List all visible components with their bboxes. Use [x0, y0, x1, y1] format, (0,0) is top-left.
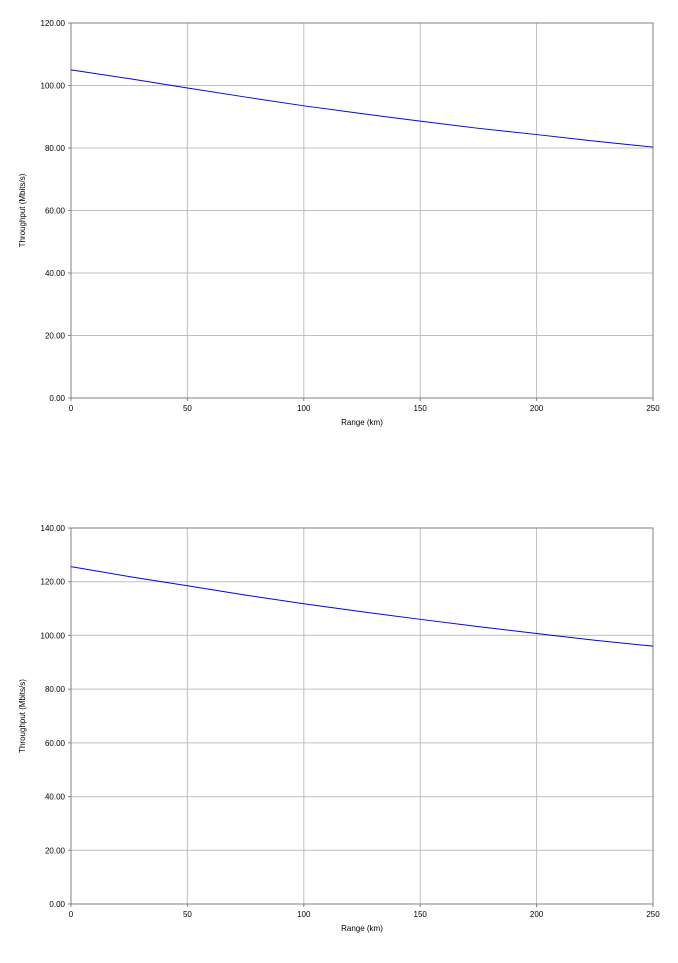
y-tick-label: 20.00	[45, 332, 66, 341]
y-axis-label: Throughput (Mbits/s)	[18, 679, 27, 753]
y-tick-label: 120.00	[41, 19, 66, 28]
x-tick-label: 200	[530, 910, 544, 919]
chart-bottom: 0 50 100 150 200 250 0.00 20.00 40.00 60.00 80.00 1…	[18, 524, 660, 933]
y-tick-label: 100.00	[41, 82, 66, 91]
chart-top: 0 50 100 150 200 250 0.00 20.00 40.00 60.00 80.00 1…	[18, 19, 660, 427]
y-tick-label: 0.00	[49, 900, 65, 909]
x-tick-label: 50	[183, 910, 192, 919]
series-line	[70, 566, 654, 647]
y-tick-label: 80.00	[45, 685, 66, 694]
y-axis-label: Throughput (Mbits/s)	[18, 173, 27, 247]
y-tick-label: 60.00	[45, 207, 66, 216]
y-tick-label: 120.00	[41, 578, 66, 587]
plot-area	[71, 528, 653, 904]
y-tick-label: 40.00	[45, 793, 66, 802]
y-tick-label: 60.00	[45, 739, 66, 748]
x-tick-label: 250	[646, 910, 660, 919]
x-tick-label: 50	[183, 404, 192, 413]
x-tick-label: 100	[297, 404, 311, 413]
x-tick-label: 100	[297, 910, 311, 919]
y-tick-label: 80.00	[45, 144, 66, 153]
x-tick-label: 250	[646, 404, 660, 413]
y-tick-label: 140.00	[41, 524, 66, 533]
x-tick-label: 150	[414, 910, 428, 919]
y-tick-label: 100.00	[41, 631, 66, 640]
x-tick-label: 150	[414, 404, 428, 413]
plot-border	[70, 22, 654, 399]
x-axis-label: Range (km)	[341, 418, 383, 427]
plot-border	[70, 527, 654, 905]
series-line	[70, 69, 654, 148]
x-tick-label: 200	[530, 404, 544, 413]
x-tick-label: 0	[69, 404, 74, 413]
y-tick-label: 40.00	[45, 269, 66, 278]
y-tick-label: 0.00	[49, 394, 65, 403]
x-axis-label: Range (km)	[341, 924, 383, 933]
y-tick-label: 20.00	[45, 846, 66, 855]
x-tick-label: 0	[69, 910, 74, 919]
